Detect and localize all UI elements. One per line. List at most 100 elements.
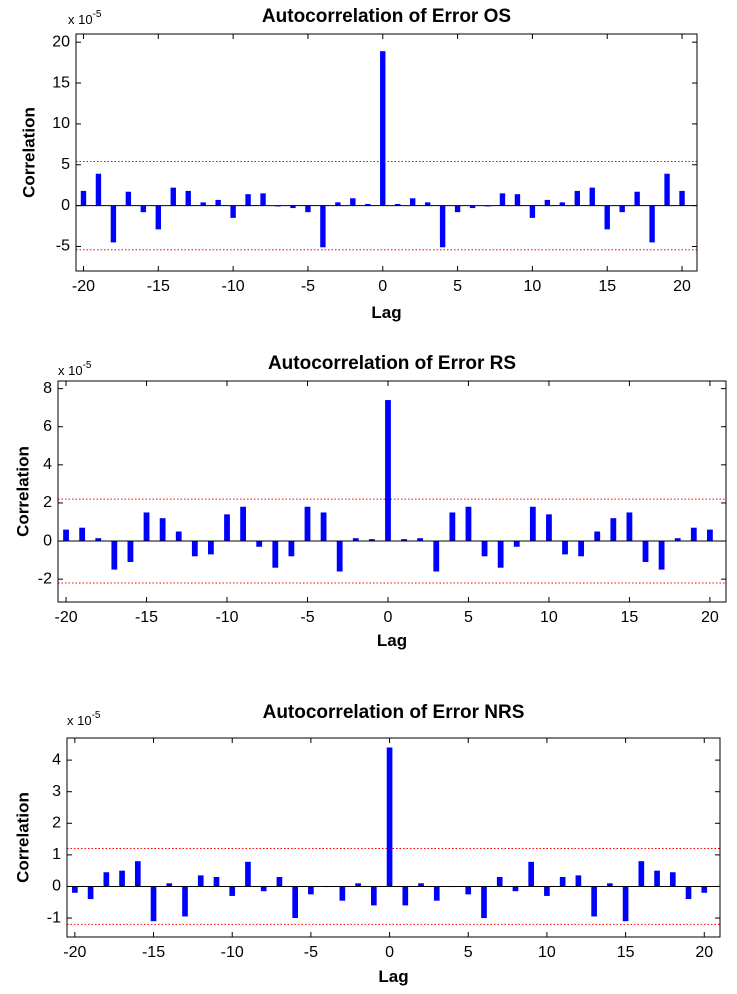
plot-frame (75, 33, 698, 272)
y-tick-label: -2 (38, 570, 52, 587)
correlation-bar (103, 872, 110, 887)
correlation-bar (320, 512, 327, 542)
correlation-bar (409, 198, 416, 206)
correlation-bar (308, 886, 314, 895)
correlation-bar (352, 538, 359, 542)
chart-error-os: Autocorrelation of Error OS x 10-5 Corre… (19, 6, 698, 322)
correlation-bar (439, 205, 446, 248)
y-tick-label: 10 (52, 115, 70, 132)
correlation-bar (578, 541, 585, 557)
correlation-bar (562, 541, 568, 555)
correlation-bar (229, 886, 236, 896)
y-tick-label: -1 (47, 909, 61, 926)
x-tick-label: -20 (54, 609, 77, 626)
correlation-bar (424, 202, 431, 206)
x-tick-label: 5 (453, 278, 462, 295)
x-tick-label: 20 (695, 944, 713, 961)
correlation-bar (111, 541, 118, 570)
correlation-bar (634, 191, 640, 206)
correlation-bar (575, 875, 582, 887)
correlation-bar (385, 400, 391, 542)
correlation-bar (191, 541, 198, 557)
y-tick-label: 15 (52, 74, 70, 91)
correlation-bar (290, 205, 296, 209)
x-tick-label: -10 (221, 944, 244, 961)
correlation-bar (127, 541, 134, 562)
x-tick-label: 20 (701, 609, 719, 626)
correlation-bar (245, 861, 251, 887)
x-axis-label: Lag (371, 303, 401, 322)
x-tick-label: -20 (72, 278, 95, 295)
plot-frame (66, 737, 721, 938)
correlation-bar (140, 205, 147, 213)
chart-title: Autocorrelation of Error NRS (263, 702, 525, 723)
y-tick-label: -5 (56, 238, 70, 255)
x-tick-label: 10 (523, 278, 541, 295)
correlation-bar (418, 883, 424, 887)
correlation-bar (365, 203, 371, 206)
correlation-bar (559, 202, 566, 206)
correlation-bar (395, 203, 401, 206)
y-tick-label: 0 (61, 197, 70, 214)
correlation-bar (529, 506, 536, 542)
correlation-bar (386, 747, 393, 887)
correlation-bar (320, 205, 326, 248)
correlation-bar (638, 861, 645, 887)
correlation-bar (685, 886, 692, 900)
scale-multiplier: x 10-5 (68, 9, 102, 27)
y-axis-label: Correlation (19, 107, 38, 198)
correlation-bar (125, 191, 132, 206)
y-axis-label: Correlation (13, 792, 32, 883)
correlation-bar (589, 187, 595, 206)
correlation-bar (402, 886, 409, 906)
correlation-bar (607, 883, 613, 887)
correlation-bar (604, 205, 610, 230)
correlation-bar (469, 205, 476, 209)
correlation-bar (224, 514, 230, 542)
correlation-bar (594, 531, 601, 542)
correlation-bar (80, 190, 87, 206)
x-axis-label: Lag (378, 967, 408, 986)
correlation-bar (513, 541, 520, 547)
x-tick-label: -5 (304, 944, 318, 961)
correlation-bar (664, 173, 670, 206)
x-tick-label: 10 (538, 944, 556, 961)
y-tick-label: 8 (43, 380, 52, 397)
x-tick-label: 20 (673, 278, 691, 295)
correlation-bar (260, 886, 267, 892)
correlation-bar (336, 541, 343, 572)
correlation-bar (245, 194, 251, 206)
x-tick-label: -5 (300, 609, 314, 626)
correlation-bar (544, 886, 550, 896)
correlation-bar (417, 538, 424, 542)
y-tick-label: 6 (43, 418, 52, 435)
x-tick-label: -15 (147, 278, 170, 295)
correlation-bar (197, 875, 204, 887)
x-tick-label: -15 (142, 944, 165, 961)
correlation-bar (433, 886, 440, 901)
correlation-bar (87, 886, 94, 900)
correlation-bar (370, 886, 377, 906)
correlation-bar (272, 541, 279, 568)
correlation-bar (143, 512, 150, 542)
correlation-bar (240, 506, 247, 542)
correlation-bar (449, 512, 456, 542)
correlation-bar (72, 886, 78, 893)
correlation-bar (401, 539, 407, 542)
correlation-bar (200, 202, 206, 206)
correlation-bar (658, 541, 665, 570)
correlation-bar (433, 541, 440, 572)
correlation-bar (544, 199, 551, 206)
chart-error-rs: Autocorrelation of Error RS x 10-5 Corre… (13, 353, 727, 650)
correlation-bar (170, 187, 176, 206)
correlation-bar (574, 190, 580, 206)
correlation-bar (95, 538, 102, 542)
correlation-bar (496, 876, 503, 887)
correlation-bar (622, 886, 629, 922)
correlation-bar (481, 541, 488, 557)
x-tick-label: 15 (617, 944, 635, 961)
correlation-bar (529, 205, 536, 218)
correlation-bar (380, 51, 386, 206)
correlation-bar (305, 205, 311, 213)
correlation-bar (292, 886, 298, 919)
